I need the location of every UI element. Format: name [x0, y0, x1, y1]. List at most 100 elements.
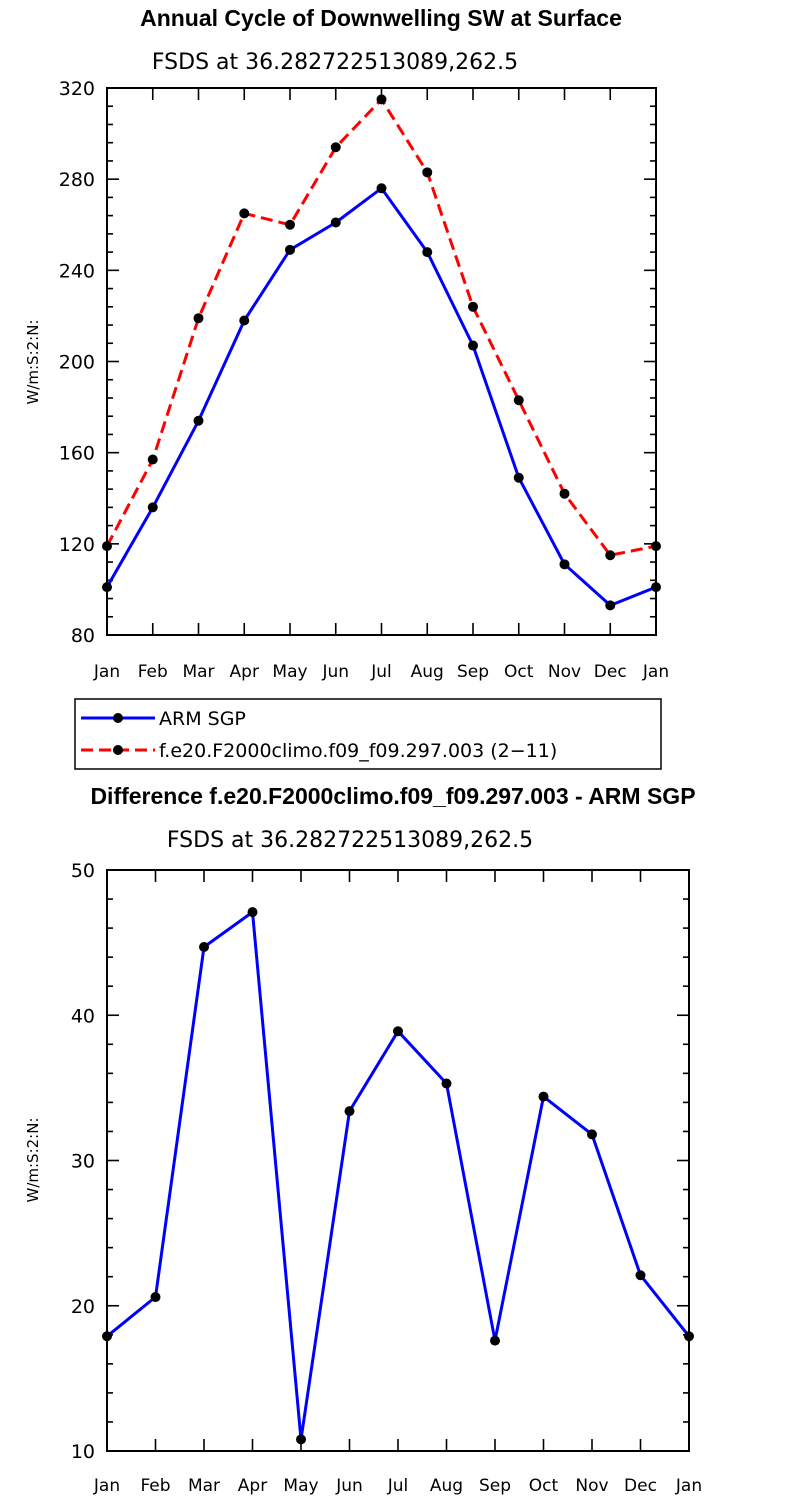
series-1-point	[468, 301, 478, 312]
bottom-series-layer	[102, 907, 694, 1445]
series-1-point	[651, 541, 661, 552]
x-tick-label: May	[283, 1476, 318, 1496]
y-tick-label: 20	[71, 1296, 95, 1318]
top-y-axis-label: W/m:S:2:N:	[24, 320, 42, 405]
series-0-point	[376, 183, 387, 194]
x-tick-label: Feb	[138, 662, 168, 682]
y-tick-label: 160	[59, 443, 95, 465]
series-0-point	[651, 582, 661, 593]
bottom-y-axis-label: W/m:S:2:N:	[24, 1118, 42, 1203]
legend-label-arm-sgp: ARM SGP	[159, 708, 246, 730]
series-0-point	[193, 415, 204, 426]
legend-label-model: f.e20.F2000climo.f09_f09.297.003 (2−11)	[159, 740, 557, 762]
series-0-point	[102, 1331, 112, 1342]
x-tick-label: Jan	[642, 662, 669, 682]
series-0-point	[513, 472, 524, 483]
y-tick-label: 240	[59, 260, 95, 282]
x-tick-label: Aug	[430, 1476, 463, 1496]
bottom-y-tick-labels: 10 20 30 40 50	[71, 860, 95, 1463]
series-0-point	[330, 217, 341, 228]
legend-box	[74, 698, 662, 770]
x-tick-label: Mar	[182, 662, 214, 682]
bottom-x-tick-labels: Jan Feb Mar Apr May Jun Jul Aug Sep Oct Nov Dec Jan	[93, 1476, 702, 1496]
x-tick-label: Dec	[594, 662, 627, 682]
series-0-point	[247, 907, 258, 918]
x-tick-label: Jan	[93, 662, 120, 682]
x-tick-label: Mar	[188, 1476, 220, 1496]
x-tick-label: Jul	[370, 662, 392, 682]
series-0-point	[422, 247, 433, 258]
series-1-point	[239, 208, 250, 219]
x-tick-label: Nov	[575, 1476, 608, 1496]
series-line-1	[105, 97, 657, 557]
series-1-point	[559, 488, 570, 499]
top-chart: Annual Cycle of Downwelling SW at Surfac…	[24, 5, 669, 770]
x-tick-label: Jun	[335, 1476, 363, 1496]
series-0-point	[605, 600, 616, 611]
top-plot-frame	[106, 87, 657, 636]
series-0-point	[344, 1106, 355, 1117]
x-tick-label: Jul	[387, 1476, 409, 1496]
series-1-point	[147, 454, 158, 465]
y-tick-label: 10	[71, 1441, 95, 1463]
series-1-point	[330, 142, 341, 153]
top-legend: ARM SGP f.e20.F2000climo.f09_f09.297.003…	[74, 698, 662, 770]
series-1-point	[422, 167, 433, 178]
x-tick-label: Oct	[529, 1476, 559, 1496]
bottom-chart-subtitle: FSDS at 36.282722513089,262.5	[167, 828, 533, 853]
x-tick-label: Apr	[230, 662, 259, 682]
x-tick-label: Apr	[238, 1476, 267, 1496]
series-1-point	[102, 541, 112, 552]
bottom-plot-frame	[106, 869, 690, 1452]
y-tick-label: 200	[59, 352, 95, 374]
series-1-point	[376, 94, 387, 105]
series-0-point	[635, 1270, 646, 1281]
y-tick-label: 120	[59, 534, 95, 556]
top-chart-subtitle: FSDS at 36.282722513089,262.5	[152, 50, 518, 75]
x-tick-label: Sep	[479, 1476, 511, 1496]
series-0-point	[239, 315, 250, 326]
series-0-point	[393, 1026, 403, 1037]
legend-marker-arm-sgp	[113, 713, 123, 723]
x-tick-label: Sep	[457, 662, 489, 682]
y-tick-label: 50	[71, 860, 95, 882]
x-tick-label: May	[272, 662, 307, 682]
series-0-point	[199, 941, 209, 952]
legend-marker-model	[113, 745, 123, 755]
y-tick-label: 40	[71, 1005, 95, 1027]
series-line-0	[105, 186, 657, 607]
x-tick-label: Nov	[548, 662, 581, 682]
series-0-point	[102, 582, 112, 593]
series-0-point	[490, 1335, 500, 1346]
y-tick-label: 320	[59, 78, 95, 100]
series-0-point	[559, 559, 570, 570]
x-tick-label: Feb	[140, 1476, 170, 1496]
x-tick-label: Dec	[624, 1476, 657, 1496]
top-y-tick-labels: 80 120 160 200 240 280 320	[59, 78, 95, 647]
series-line-0	[106, 910, 691, 1441]
top-x-tick-labels: Jan Feb Mar Apr May Jun Jul Aug Sep Oct Nov Dec Jan	[93, 662, 669, 682]
y-tick-label: 30	[71, 1151, 95, 1173]
series-0-point	[468, 340, 478, 351]
series-0-point	[285, 244, 295, 255]
bottom-chart-title: Difference f.e20.F2000climo.f09_f09.297.…	[90, 783, 695, 809]
top-axis-ticks	[106, 87, 657, 636]
y-tick-label: 80	[71, 625, 95, 647]
series-0-point	[296, 1434, 306, 1445]
series-0-point	[684, 1331, 694, 1342]
top-series-layer	[102, 94, 661, 611]
series-0-point	[147, 502, 158, 513]
series-0-point	[150, 1292, 161, 1303]
series-0-point	[538, 1091, 549, 1102]
series-1-point	[605, 550, 616, 561]
y-tick-label: 280	[59, 169, 95, 191]
series-1-point	[193, 313, 204, 324]
x-tick-label: Jan	[93, 1476, 120, 1496]
series-0-point	[441, 1078, 452, 1089]
x-tick-label: Jun	[321, 662, 349, 682]
x-tick-label: Jan	[675, 1476, 702, 1496]
series-1-point	[513, 395, 524, 406]
top-chart-title: Annual Cycle of Downwelling SW at Surfac…	[140, 5, 622, 31]
x-tick-label: Oct	[504, 662, 534, 682]
